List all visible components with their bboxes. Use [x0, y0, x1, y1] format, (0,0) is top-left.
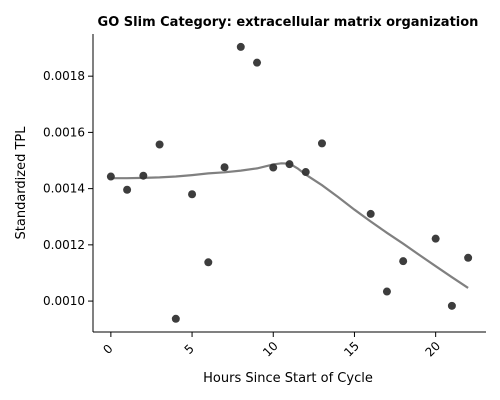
data-point [171, 314, 180, 323]
data-point [106, 172, 115, 181]
x-tick-label: 15 [341, 339, 362, 360]
y-tick-label: 0.0016 [43, 125, 85, 139]
data-point [431, 234, 440, 243]
data-point [204, 258, 213, 267]
x-axis-ticks: 0 5 10 15 20 [100, 332, 443, 360]
data-points [106, 42, 473, 323]
data-point [366, 209, 375, 218]
y-tick-label: 0.0014 [43, 182, 85, 196]
x-tick-label: 10 [260, 339, 281, 360]
y-tick-label: 0.0010 [43, 294, 85, 308]
data-point [464, 253, 473, 262]
x-tick-label: 5 [182, 342, 197, 357]
data-point [399, 257, 408, 266]
data-point [301, 168, 310, 177]
x-tick-label: 20 [422, 339, 443, 360]
data-point [123, 185, 132, 194]
data-point [382, 287, 391, 296]
data-point [269, 163, 278, 172]
y-tick-label: 0.0018 [43, 69, 85, 83]
data-point [139, 171, 148, 180]
y-axis-ticks: 0.0010 0.0012 0.0014 0.0016 0.0018 [43, 69, 93, 308]
data-point [220, 163, 229, 172]
plot-area: 0 5 10 15 20 0.0010 0.0012 0.0014 0.0016 0.0018 [43, 34, 486, 360]
data-point [188, 190, 197, 199]
chart-title: GO Slim Category: extracellular matrix o… [98, 15, 479, 30]
data-point [253, 58, 262, 67]
y-tick-label: 0.0012 [43, 238, 85, 252]
data-point [236, 42, 245, 51]
data-point [317, 139, 326, 148]
trend-line [110, 162, 469, 289]
data-point [285, 160, 294, 169]
y-axis-label: Standardized TPL [14, 126, 29, 240]
data-point [155, 140, 164, 149]
data-point [447, 301, 456, 310]
x-tick-label: 0 [100, 342, 115, 357]
x-axis-label: Hours Since Start of Cycle [203, 371, 373, 386]
